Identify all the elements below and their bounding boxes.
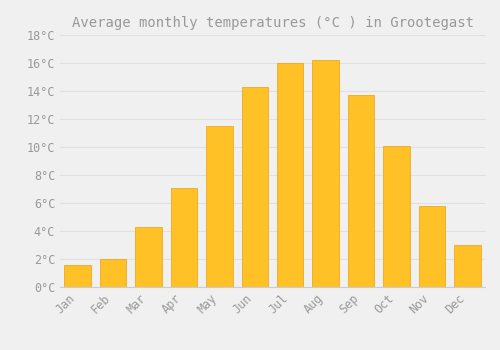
Bar bbox=[454, 245, 480, 287]
Bar bbox=[348, 95, 374, 287]
Title: Average monthly temperatures (°C ) in Grootegast: Average monthly temperatures (°C ) in Gr… bbox=[72, 16, 473, 30]
Bar bbox=[418, 206, 445, 287]
Bar bbox=[64, 265, 91, 287]
Bar bbox=[383, 146, 409, 287]
Bar bbox=[100, 259, 126, 287]
Bar bbox=[206, 126, 233, 287]
Bar bbox=[242, 87, 268, 287]
Bar bbox=[136, 227, 162, 287]
Bar bbox=[170, 188, 197, 287]
Bar bbox=[312, 60, 339, 287]
Bar bbox=[277, 63, 303, 287]
